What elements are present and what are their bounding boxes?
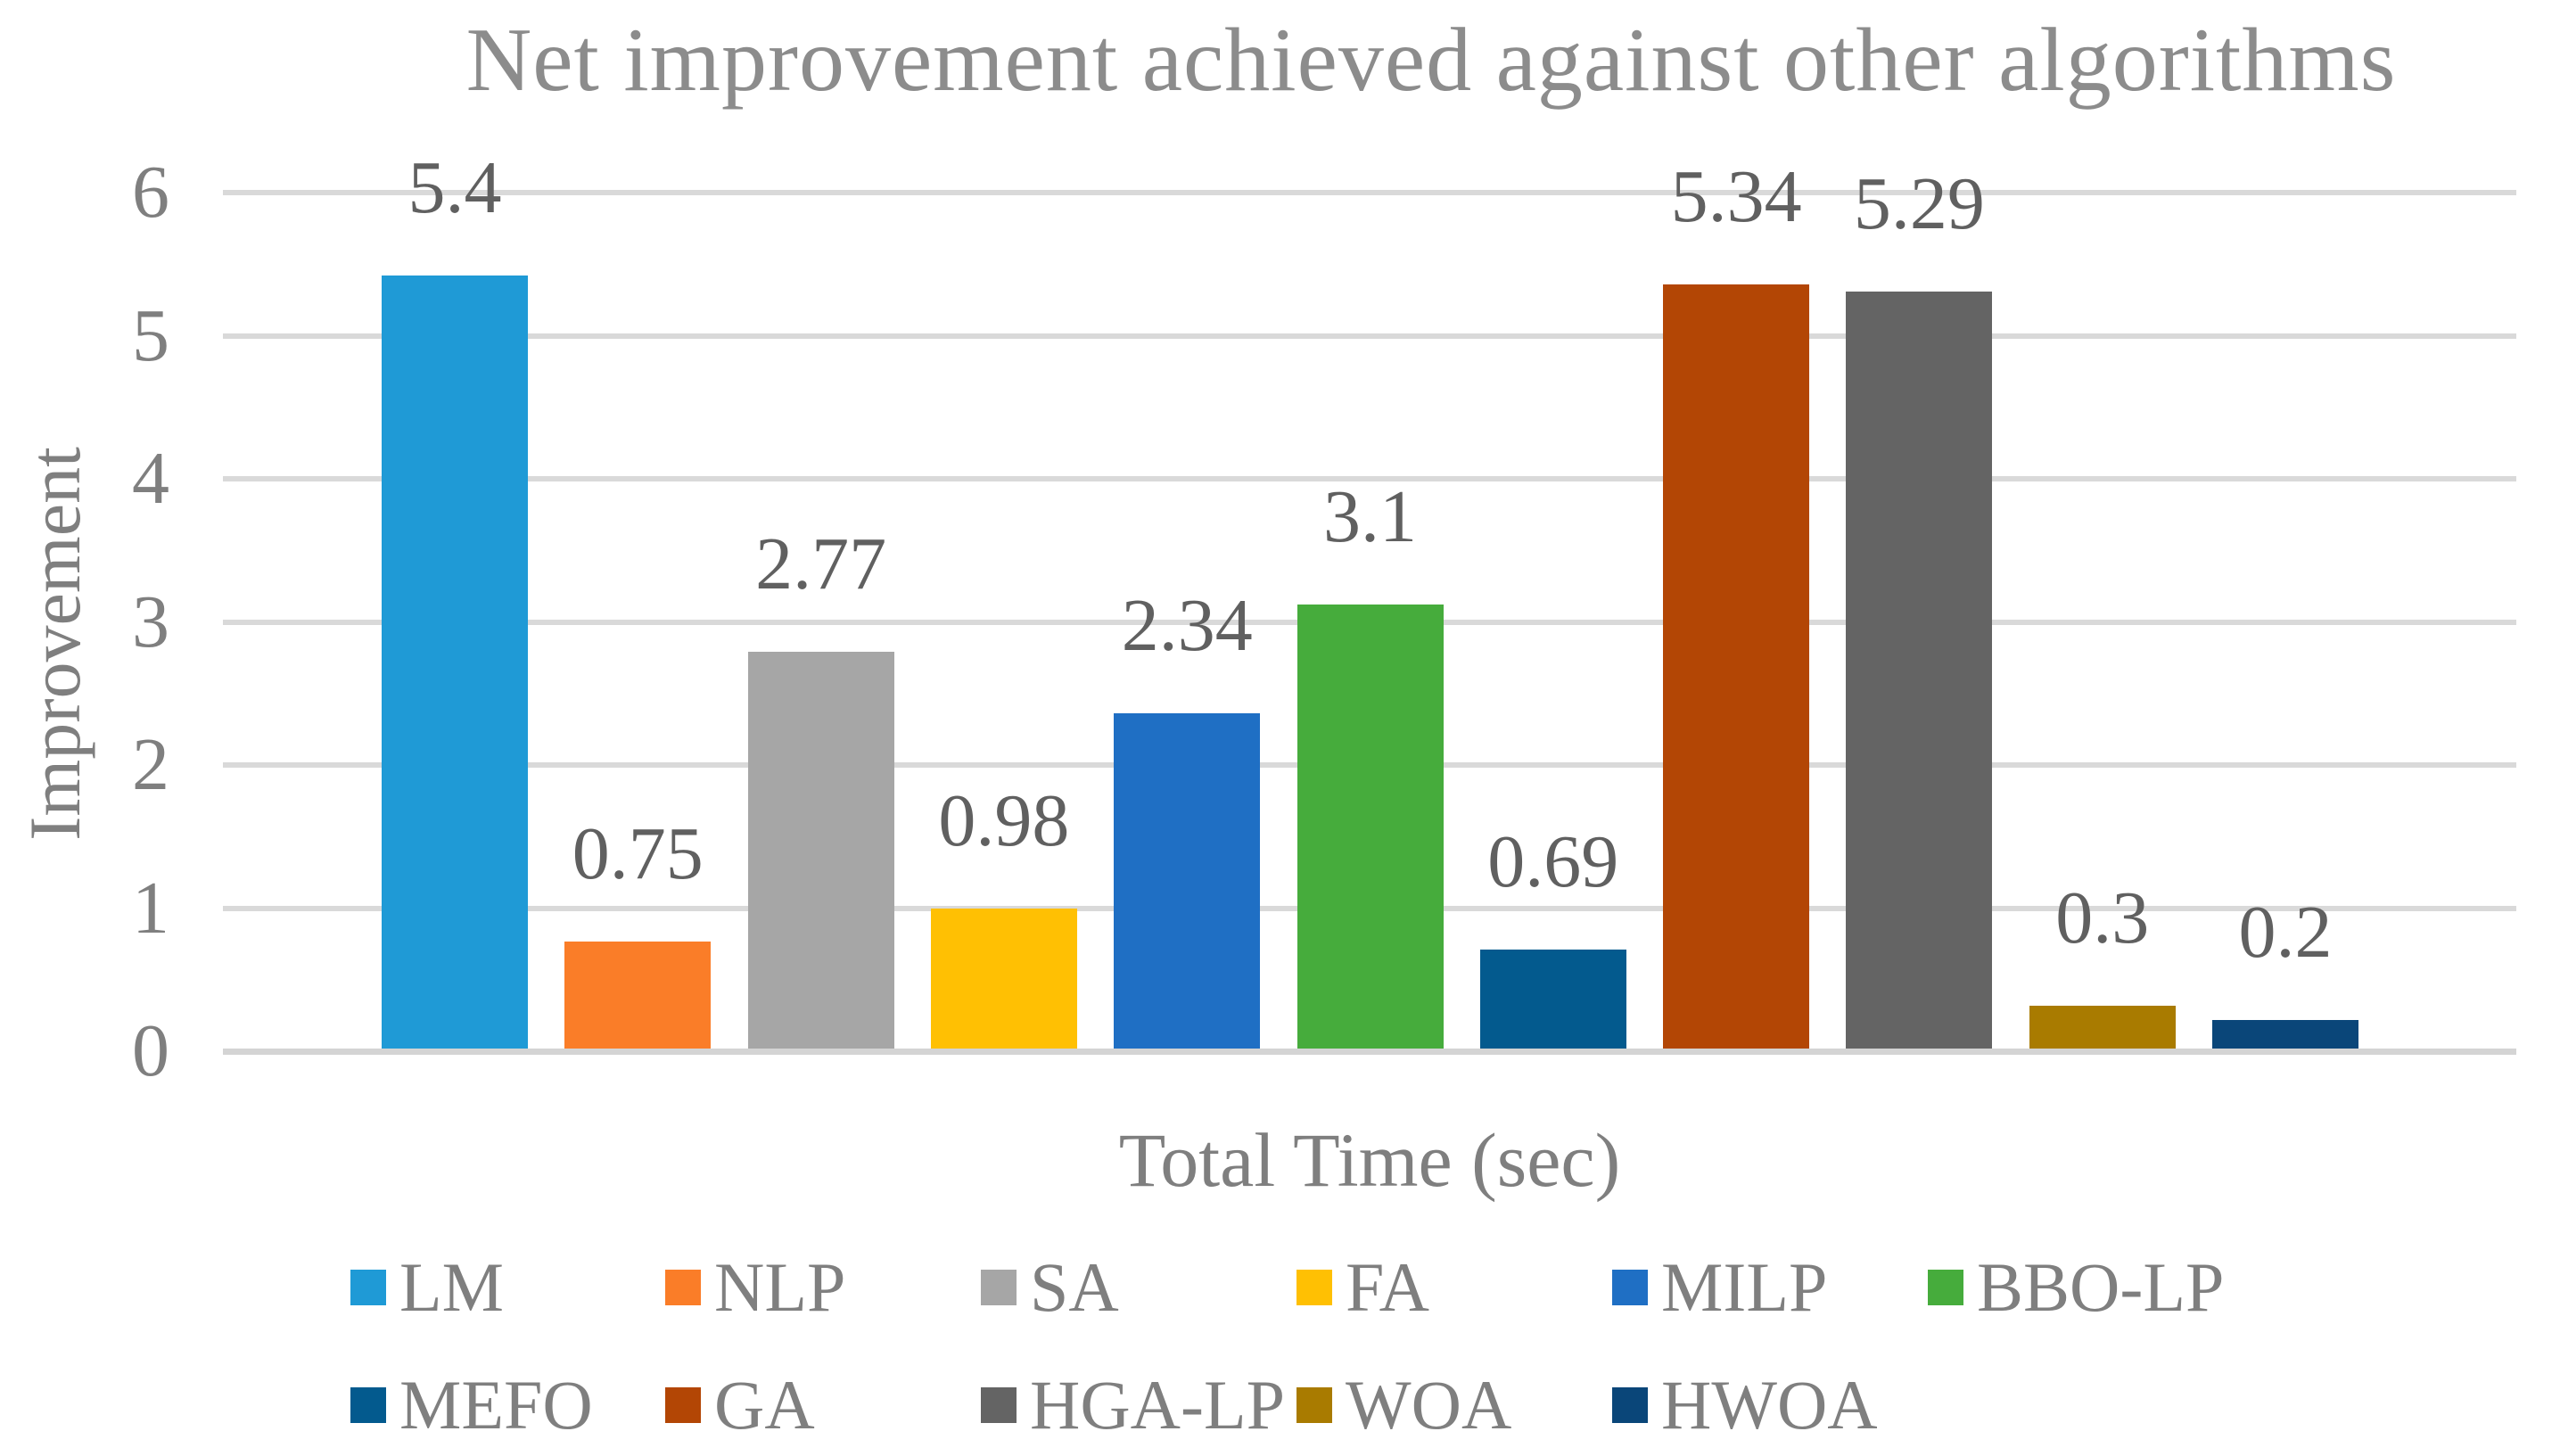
bar-value-label: 0.69 <box>1487 820 1619 904</box>
bar-value-label: 0.3 <box>2055 876 2150 959</box>
y-tick-label: 4 <box>132 437 169 520</box>
gridline <box>223 333 2516 339</box>
y-tick-label: 0 <box>132 1009 169 1092</box>
bar-nlp <box>564 941 712 1049</box>
bar-lm <box>382 276 528 1049</box>
bar-sa <box>747 652 894 1049</box>
bar-fa <box>930 908 1077 1049</box>
x-axis-line <box>223 1049 2516 1055</box>
bar-value-label: 0.75 <box>572 811 704 895</box>
bar-value-label: 0.98 <box>938 778 1070 862</box>
y-tick-label: 5 <box>132 293 169 377</box>
bar-milp <box>1114 713 1261 1049</box>
gridline <box>223 190 2516 195</box>
bar-bbo-lp <box>1296 605 1444 1049</box>
chart-title: Net improvement achieved against other a… <box>465 10 2397 111</box>
y-tick-label: 2 <box>132 723 169 806</box>
gridline <box>223 476 2516 481</box>
bar-hwoa <box>2212 1019 2358 1049</box>
y-tick-label: 3 <box>132 580 169 663</box>
bar-value-label: 0.2 <box>2238 890 2333 974</box>
x-axis-title: Total Time (sec) <box>1118 1117 1621 1203</box>
y-tick-label: 6 <box>132 151 169 234</box>
bar-woa <box>2029 1005 2176 1049</box>
bar-value-label: 5.29 <box>1853 161 1985 245</box>
bar-value-label: 2.77 <box>755 522 887 606</box>
y-tick-label: 1 <box>132 866 169 950</box>
bar-mefo <box>1479 950 1626 1049</box>
bar-value-label: 5.4 <box>407 146 502 230</box>
bar-value-label: 5.34 <box>1670 154 1802 238</box>
bar-value-label: 2.34 <box>1121 584 1253 668</box>
bar-value-label: 3.1 <box>1323 475 1417 559</box>
bar-hga-lp <box>1846 291 1993 1049</box>
bar-ga <box>1663 284 1810 1049</box>
